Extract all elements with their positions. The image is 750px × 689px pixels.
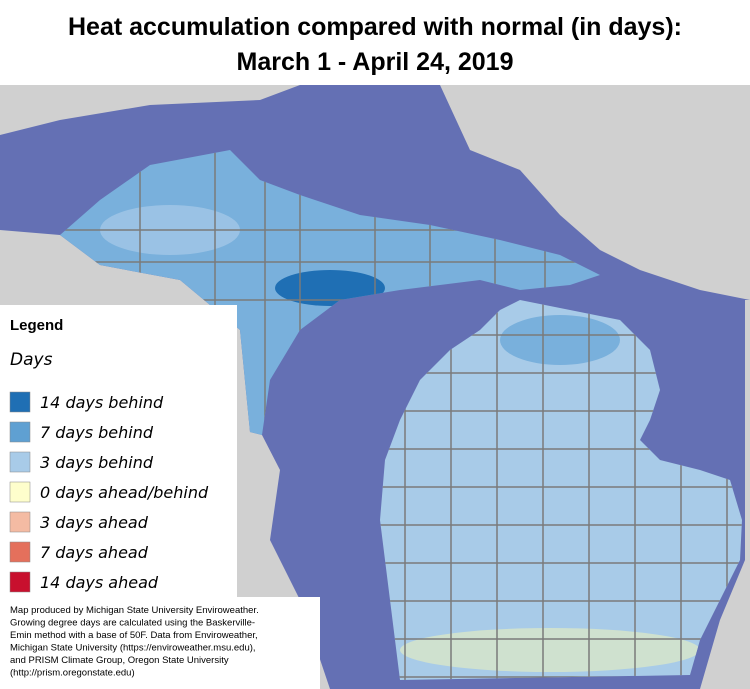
- note-line: and PRISM Climate Group, Oregon State Un…: [10, 655, 229, 666]
- legend-label: 14 days ahead: [40, 573, 159, 592]
- title: Heat accumulation compared with normal (…: [68, 13, 682, 41]
- legend-swatch: [9, 481, 31, 503]
- legend-label: 7 days ahead: [40, 543, 149, 562]
- region-mid: [500, 315, 620, 365]
- note-line: Growing degree days are calculated using…: [10, 618, 255, 629]
- legend-label: 3 days behind: [40, 453, 154, 472]
- legend-swatch: [9, 451, 31, 473]
- legend-swatch: [9, 541, 31, 563]
- lower-peninsula: [380, 300, 742, 680]
- legend-swatch: [9, 421, 31, 443]
- legend-swatch: [9, 511, 31, 533]
- legend-label: 0 days ahead/behind: [40, 483, 209, 502]
- legend-box: [0, 305, 237, 600]
- title: March 1 - April 24, 2019: [237, 48, 514, 76]
- legend-label: 3 days ahead: [40, 513, 149, 532]
- legend-subtitle: Days: [10, 350, 53, 370]
- legend-swatch: [9, 571, 31, 593]
- legend-label: 7 days behind: [40, 423, 154, 442]
- legend-swatch: [9, 391, 31, 413]
- region-neutral: [400, 628, 700, 672]
- note-box: [0, 597, 320, 689]
- note-line: Emin method with a base of 50F. Data fro…: [10, 630, 258, 641]
- region-dark: [275, 270, 385, 306]
- note-line: Michigan State University (https://envir…: [10, 643, 256, 654]
- note-line: Map produced by Michigan State Universit…: [10, 605, 259, 616]
- land-ontario-east: [700, 300, 750, 689]
- note-line: (http://prism.oregonstate.edu): [10, 668, 135, 679]
- title-area: [0, 0, 750, 85]
- legend-label: 14 days behind: [40, 393, 164, 412]
- land-minnesota: [0, 85, 300, 135]
- land-ontario: [440, 85, 750, 300]
- legend-title: Legend: [10, 317, 63, 334]
